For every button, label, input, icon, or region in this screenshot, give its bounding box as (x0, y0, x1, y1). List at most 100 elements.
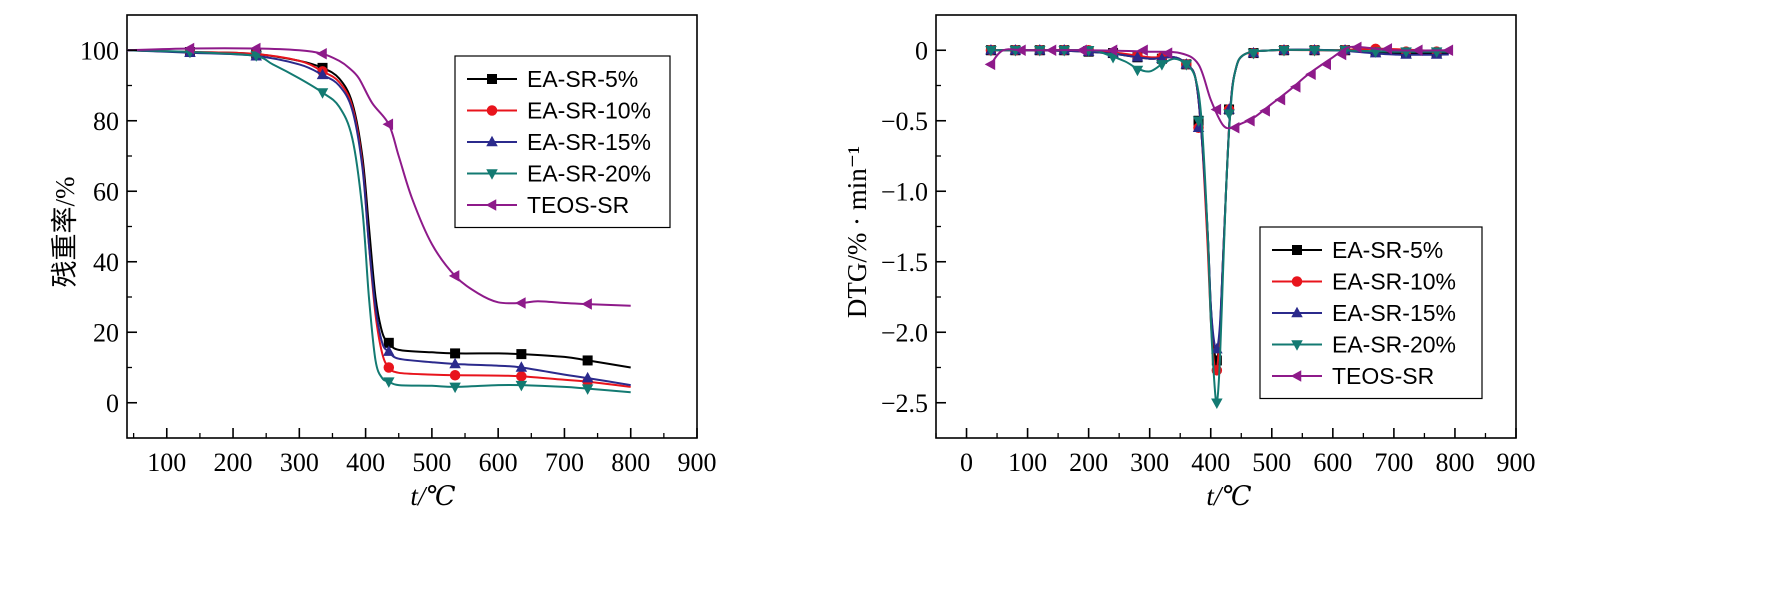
x-axis-title: t/℃ (410, 481, 455, 511)
y-tick-label: 0 (106, 389, 119, 418)
legend-item: EA-SR-5% (467, 66, 638, 92)
data-point (1192, 116, 1205, 127)
y-axis-title: DTG/% · min⁻¹ (842, 146, 872, 318)
legend-label: EA-SR-20% (527, 161, 651, 187)
y-axis-title: 残重率/% (50, 177, 80, 288)
y-tick-label: 20 (93, 318, 119, 347)
y-tick-label: −2.5 (881, 389, 928, 418)
data-point (1211, 398, 1223, 409)
data-point (1305, 68, 1316, 80)
x-tick-label: 500 (412, 448, 451, 477)
legend-marker (486, 169, 498, 180)
data-point (1058, 46, 1070, 57)
data-point (1015, 44, 1026, 56)
data-point (1107, 53, 1119, 64)
legend-marker (1292, 245, 1302, 255)
series-line (126, 49, 631, 394)
data-point (1131, 51, 1144, 62)
legend-item: TEOS-SR (467, 192, 629, 218)
legend-item: EA-SR-20% (1272, 332, 1456, 358)
data-point (1045, 44, 1057, 56)
data-point (449, 357, 461, 369)
legend-marker (1290, 370, 1302, 382)
x-tick-label: 200 (214, 448, 253, 477)
series-layer (984, 41, 1454, 409)
x-tick-label: 800 (1435, 448, 1474, 477)
data-point (984, 58, 996, 71)
data-point (1137, 44, 1148, 56)
y-tick-label: 40 (93, 248, 119, 277)
legend-marker (487, 74, 497, 84)
data-point (1131, 65, 1144, 77)
chart-dtg: 0 100 200 300 400 500 600 700 800 900 0 −0.5 −1.0 −1.… (842, 14, 1536, 511)
y-tick-label: 0 (915, 36, 928, 65)
data-point (1442, 44, 1454, 56)
legend-label: EA-SR-20% (1332, 332, 1456, 358)
legend-label: EA-SR-5% (1332, 237, 1443, 263)
legend-item: EA-SR-15% (467, 129, 651, 155)
axes-layer: 0 100 200 300 400 500 600 700 800 900 0 −0.5 −1.0 −1.… (881, 36, 1536, 477)
legend: EA-SR-5% EA-SR-10% EA-SR-15% EA-SR-20% TEOS-… (454, 55, 671, 229)
series (126, 42, 631, 310)
data-point (383, 345, 395, 356)
chart-residual-weight: 100 200 300 400 500 600 700 800 900 0 20 40 60 80100 … (50, 14, 717, 511)
data-point (581, 371, 594, 383)
legend-marker (1291, 306, 1303, 318)
data-point (1289, 81, 1301, 93)
data-point (1156, 60, 1168, 71)
series-line (126, 47, 631, 307)
y-tick-label: −2.0 (881, 318, 928, 347)
data-point (1180, 60, 1193, 71)
x-tick-label: 100 (1008, 448, 1047, 477)
x-tick-label: 100 (147, 448, 186, 477)
data-point (1412, 44, 1423, 56)
data-point (1381, 43, 1393, 55)
data-point (1211, 355, 1222, 366)
x-tick-label: 300 (1130, 448, 1169, 477)
data-point (250, 51, 262, 62)
data-point (516, 349, 527, 360)
data-point (1274, 93, 1286, 106)
y-tick-label: 80 (93, 107, 119, 136)
data-point (450, 348, 461, 359)
data-point (448, 270, 460, 282)
data-point (581, 298, 592, 310)
legend-marker (486, 105, 498, 116)
x-tick-label: 900 (1497, 448, 1536, 477)
data-point (985, 46, 997, 57)
series (126, 47, 631, 395)
x-tick-label: 200 (1069, 448, 1108, 477)
data-point (183, 42, 195, 55)
x-tick-label: 400 (346, 448, 385, 477)
legend-item: EA-SR-5% (1272, 237, 1443, 263)
data-point (316, 88, 329, 99)
data-point (1161, 47, 1173, 59)
y-tick-label: −1.0 (881, 177, 928, 206)
data-point (1247, 48, 1260, 60)
legend-item: EA-SR-15% (1272, 300, 1456, 326)
legend-item: EA-SR-10% (467, 98, 651, 124)
legend-item: TEOS-SR (1272, 363, 1434, 389)
x-tick-label: 900 (678, 448, 717, 477)
x-tick-label: 700 (545, 448, 584, 477)
data-point (383, 362, 395, 373)
y-tick-label: −0.5 (881, 107, 928, 136)
legend-label: EA-SR-15% (527, 129, 651, 155)
data-point (316, 48, 327, 60)
data-point (582, 355, 593, 366)
data-point (515, 297, 526, 309)
legend-marker (1291, 276, 1303, 287)
data-point (515, 380, 528, 392)
data-point (383, 377, 395, 388)
x-tick-label: 500 (1252, 448, 1291, 477)
x-axis-title: t/℃ (1206, 481, 1251, 511)
axes-layer: 100 200 300 400 500 600 700 800 900 0 20 40 60 80 100 (80, 36, 717, 477)
data-point (316, 68, 329, 80)
x-tick-label: 0 (960, 448, 973, 477)
data-point (1320, 58, 1331, 71)
data-point (1210, 103, 1222, 116)
data-point (1335, 48, 1347, 61)
y-tick-label: 60 (93, 177, 119, 206)
data-point (581, 384, 594, 395)
